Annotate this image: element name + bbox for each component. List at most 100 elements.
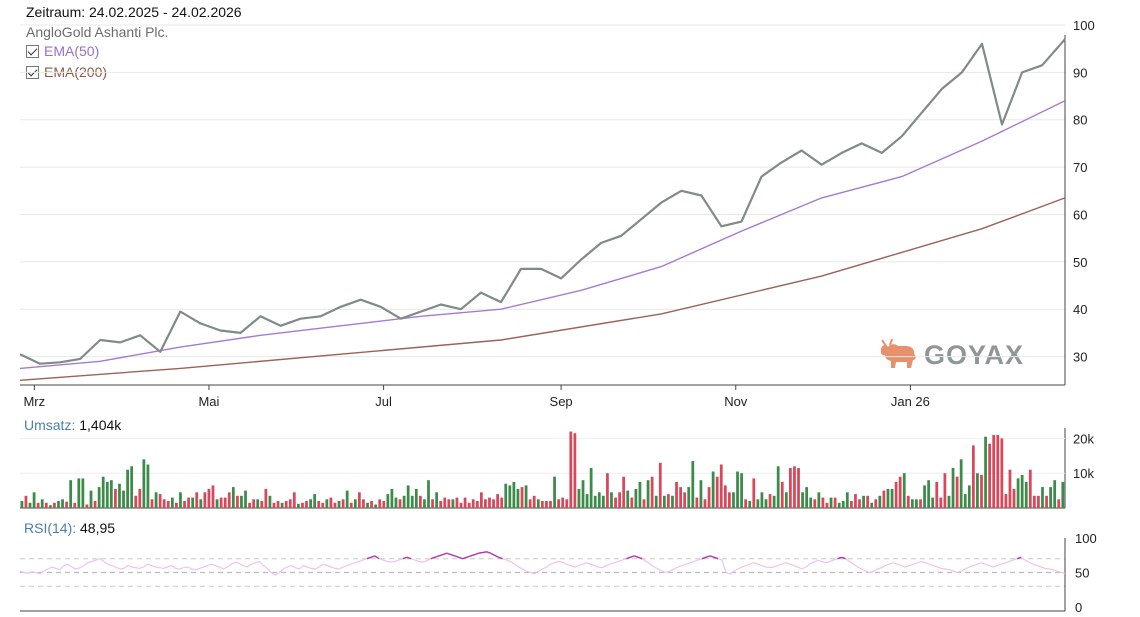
rsi-line <box>19 551 1066 577</box>
volume-bar <box>309 499 312 508</box>
volume-bar <box>512 481 516 508</box>
volume-bar <box>1053 480 1057 508</box>
volume-bar <box>695 497 699 508</box>
volume-name: Umsatz: <box>24 417 76 433</box>
volume-bar <box>805 487 809 508</box>
rsi-panel-label: RSI(14): 48,95 <box>24 520 115 536</box>
volume-bar <box>890 488 894 508</box>
volume-bar <box>93 501 97 508</box>
volume-bar <box>475 501 479 508</box>
volume-bar <box>919 499 922 508</box>
volume-bar <box>61 499 64 508</box>
rsi-ytick-label: 0 <box>1075 600 1082 615</box>
volume-bar <box>793 466 796 508</box>
volume-bar <box>854 494 857 508</box>
volume-bar <box>288 499 292 508</box>
volume-bar <box>776 466 780 508</box>
volume-bar <box>1049 487 1053 508</box>
volume-bar <box>154 492 158 508</box>
volume-bar <box>768 494 772 508</box>
volume-bar <box>959 459 963 508</box>
volume-bar <box>825 502 829 508</box>
x-tick-label: Sep <box>550 394 573 409</box>
volume-bar <box>325 499 329 508</box>
volume-bar <box>301 502 304 508</box>
volume-bar <box>963 494 967 508</box>
volume-bar <box>1041 487 1044 508</box>
volume-bar <box>349 502 353 508</box>
volume-bar <box>341 499 345 508</box>
volume-bar <box>797 468 800 508</box>
ema200-line <box>19 197 1066 381</box>
volume-bar <box>219 497 223 508</box>
volume-bar <box>898 476 902 508</box>
volume-bar <box>516 488 520 508</box>
volume-bar <box>504 483 508 508</box>
price-ytick-label: 100 <box>1073 18 1095 33</box>
volume-bar <box>402 495 406 508</box>
goyax-logo: GOYAX <box>878 338 1024 372</box>
volume-bar <box>947 495 951 508</box>
volume-bar <box>386 494 390 508</box>
legend-ema50[interactable]: EMA(50) <box>26 43 99 59</box>
volume-bar <box>109 480 113 508</box>
volume-bar <box>492 499 495 508</box>
volume-bar <box>292 492 296 508</box>
volume-bar <box>967 485 971 508</box>
price-ytick-label: 40 <box>1073 302 1087 317</box>
volume-bar <box>500 497 504 508</box>
volume-bar <box>398 499 402 508</box>
volume-bar <box>264 488 268 508</box>
volume-bar <box>545 501 548 508</box>
volume-bar <box>707 487 711 508</box>
volume-bar <box>858 499 861 508</box>
volume-bar <box>772 495 776 508</box>
volume-bar <box>97 487 101 508</box>
volume-bar <box>126 469 129 508</box>
volume-bar <box>1012 488 1016 508</box>
volume-bar <box>984 436 987 508</box>
volume-bar <box>374 504 378 508</box>
volume-bar <box>711 471 715 508</box>
price-line <box>19 38 1066 365</box>
volume-bar <box>366 502 369 508</box>
x-tick-label: Jul <box>375 394 392 409</box>
volume-bar <box>463 497 467 508</box>
volume-bar <box>784 492 788 508</box>
volume-bar <box>122 490 125 508</box>
volume-bar <box>870 502 874 508</box>
volume-bar <box>597 492 601 508</box>
volume-bar <box>878 495 882 508</box>
volume-bar <box>845 492 849 508</box>
volume-bar <box>69 480 73 508</box>
volume-bar <box>240 495 243 508</box>
x-tick-label: Nov <box>724 394 748 409</box>
volume-bar <box>699 480 703 508</box>
volume-bar <box>362 499 365 508</box>
volume-bar <box>406 485 410 508</box>
checkbox-ema50[interactable] <box>26 44 39 58</box>
volume-bar <box>175 502 178 508</box>
volume-bar <box>394 497 398 508</box>
volume-bar <box>691 461 695 508</box>
volume-bar <box>780 481 784 508</box>
volume-bar <box>642 499 646 508</box>
volume-bar <box>976 473 979 508</box>
volume-bar <box>1008 469 1012 508</box>
price-ytick-label: 30 <box>1073 350 1087 365</box>
volume-bar <box>484 499 487 508</box>
volume-bar <box>215 499 219 508</box>
volume-bar <box>923 485 926 508</box>
volume-bar <box>191 497 195 508</box>
volume-bar <box>886 488 890 508</box>
volume-bar <box>536 499 540 508</box>
volume-bar <box>581 480 585 508</box>
volume-bar <box>606 473 609 508</box>
volume-bar <box>910 499 914 508</box>
volume-bar <box>577 488 581 508</box>
volume-bar <box>703 499 707 508</box>
volume-bar <box>764 499 768 508</box>
volume-bar <box>943 473 947 508</box>
volume-bar <box>276 501 280 508</box>
volume-bar <box>418 495 422 508</box>
